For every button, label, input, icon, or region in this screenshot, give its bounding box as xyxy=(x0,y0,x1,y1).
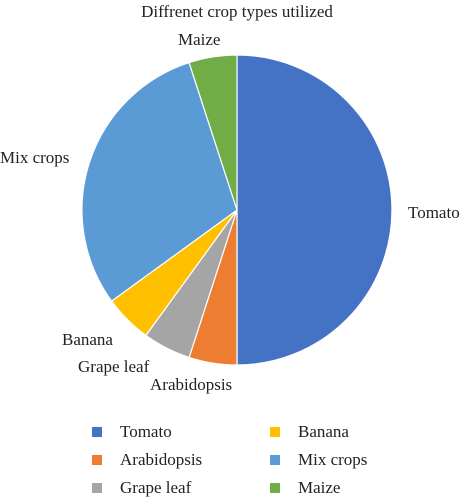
slice-label-maize: Maize xyxy=(178,30,220,49)
slice-label-mix-crops: Mix crops xyxy=(0,148,69,167)
slice-label-tomato: Tomato xyxy=(408,203,460,222)
slice-label-banana: Banana xyxy=(62,330,113,349)
chart-title: Diffrenet crop types utilized xyxy=(141,2,333,21)
slice-label-arabidopsis: Arabidopsis xyxy=(150,375,232,394)
pie-slices xyxy=(81,54,393,366)
pie-slice-tomato xyxy=(236,54,393,366)
pie-slice-mix-crops xyxy=(81,61,238,302)
slice-label-grape-leaf: Grape leaf xyxy=(78,357,150,376)
pie-slice-maize xyxy=(188,54,238,211)
